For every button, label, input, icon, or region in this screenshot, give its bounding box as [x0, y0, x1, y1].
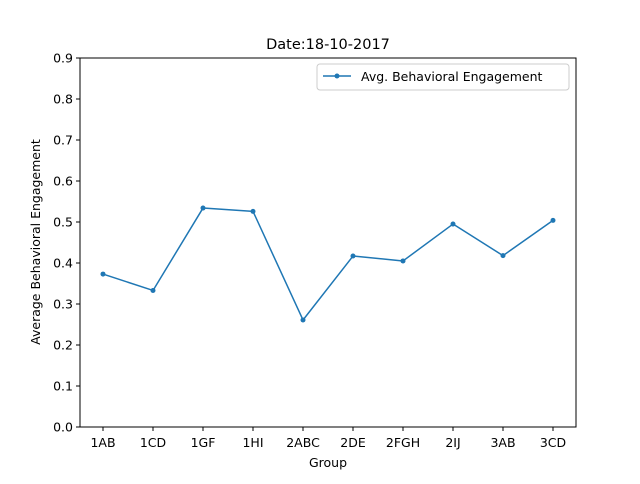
- y-tick-label: 0.7: [53, 133, 73, 148]
- x-tick-label: 1GF: [191, 435, 216, 450]
- x-tick-label: 2DE: [340, 435, 366, 450]
- data-point-2IJ: [450, 221, 456, 227]
- x-tick-label: 3AB: [490, 435, 515, 450]
- y-tick-label: 0.1: [53, 379, 73, 394]
- series-line: [102, 207, 554, 321]
- legend-box: [316, 63, 570, 91]
- plot-frame: [79, 57, 577, 428]
- series-layer: [100, 205, 556, 323]
- x-axis-ticks: 1AB 1CD 1GF 1HI 2ABC 2DE 2FGH 2IJ 3AB 3CD: [90, 427, 566, 450]
- chart-title: Date:18-10-2017: [266, 37, 390, 53]
- data-point-3AB: [500, 253, 506, 259]
- x-tick-label: 2ABC: [286, 435, 320, 450]
- x-tick-label: 3CD: [540, 435, 566, 450]
- y-tick-label: 0.2: [53, 338, 73, 353]
- x-tick-label: 2IJ: [445, 435, 460, 450]
- data-point-1AB: [100, 271, 106, 277]
- y-tick-label: 0.0: [53, 420, 73, 435]
- y-tick-label: 0.4: [53, 256, 73, 271]
- data-point-2DE: [350, 253, 356, 259]
- legend-label: Avg. Behavioral Engagement: [361, 69, 543, 84]
- y-tick-label: 0.8: [53, 92, 73, 107]
- y-tick-label: 0.6: [53, 174, 73, 189]
- y-tick-label: 0.9: [53, 51, 73, 66]
- data-point-1GF: [200, 205, 206, 211]
- data-point-2FGH: [400, 258, 406, 264]
- y-axis-label: Average Behavioral Engagement: [28, 139, 43, 345]
- legend: Avg. Behavioral Engagement: [316, 63, 570, 91]
- data-point-1CD: [150, 287, 156, 293]
- x-tick-label: 1CD: [140, 435, 166, 450]
- y-axis-ticks: 0.0 0.1 0.2 0.3 0.4 0.5 0.6 0.7 0.8 0.9: [53, 51, 80, 435]
- data-point-2ABC: [300, 317, 306, 323]
- y-tick-label: 0.3: [53, 297, 73, 312]
- x-tick-label: 1HI: [242, 435, 263, 450]
- x-axis-label: Group: [309, 455, 347, 470]
- legend-marker: [334, 73, 340, 79]
- x-tick-label: 2FGH: [386, 435, 420, 450]
- data-point-3CD: [550, 217, 556, 223]
- y-tick-label: 0.5: [53, 215, 73, 230]
- x-tick-label: 1AB: [90, 435, 115, 450]
- data-point-1HI: [250, 208, 256, 214]
